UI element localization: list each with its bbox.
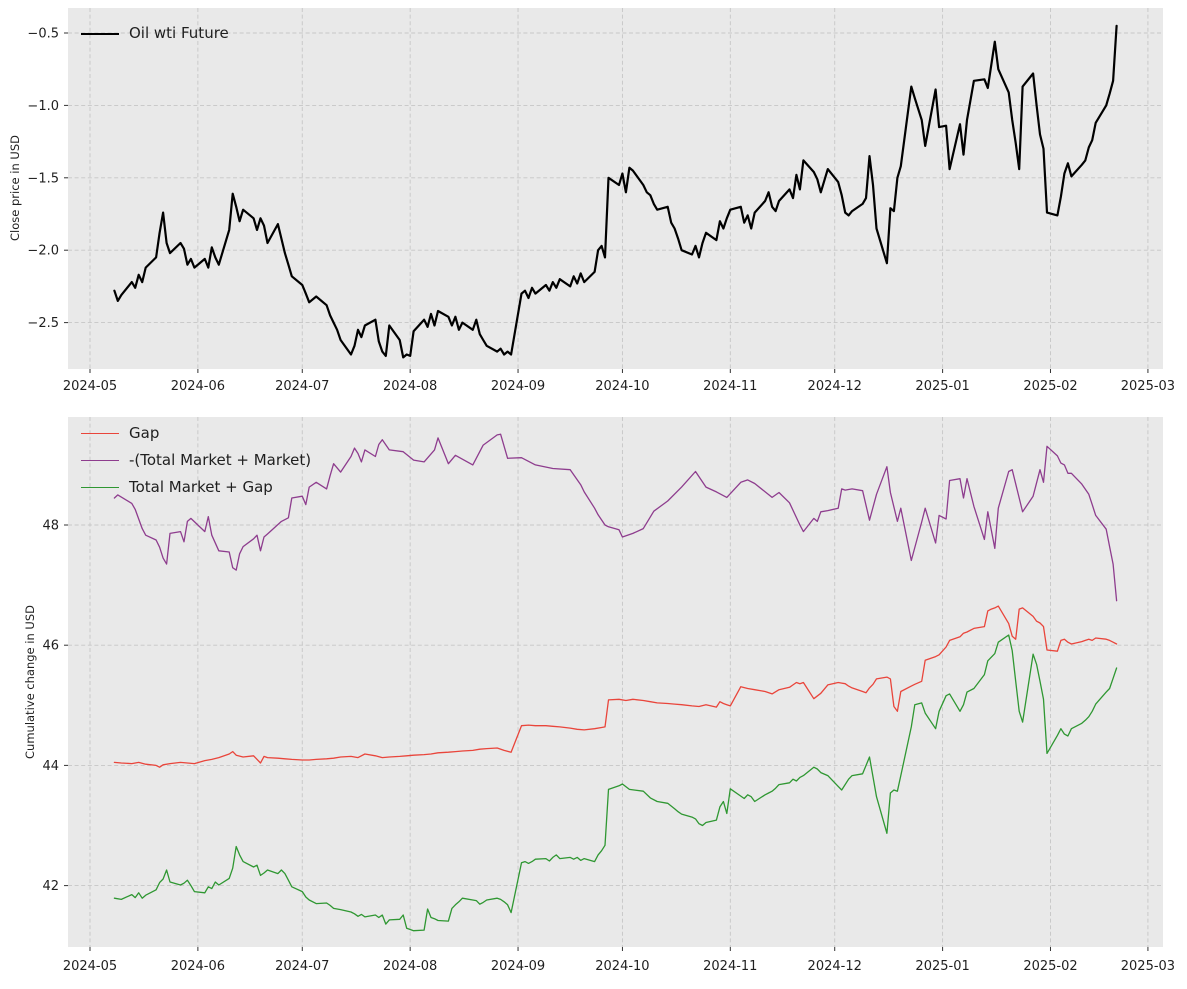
y-tick-label: −0.5 [27, 27, 59, 42]
x-tick-label: 2024-05 [63, 959, 117, 974]
legend-item-neg-total-market-plus-market: -(Total Market + Market) [81, 451, 311, 470]
x-tick-label: 2024-10 [595, 959, 649, 974]
plot-area [68, 8, 1163, 369]
x-tick-label: 2024-09 [491, 959, 545, 974]
x-tick-label: 2024-06 [171, 379, 225, 394]
x-tick-label: 2024-07 [275, 379, 329, 394]
total-market-market-line [113, 433, 1118, 602]
x-tick-label: 2024-12 [808, 959, 862, 974]
x-tick-label: 2024-12 [808, 379, 862, 394]
legend-label: Gap [129, 424, 160, 442]
gap-line [113, 605, 1118, 768]
legend-label: Total Market + Gap [129, 478, 273, 496]
legend-label: Oil wti Future [129, 24, 229, 42]
x-tick-label: 2025-01 [915, 959, 969, 974]
oil-wti-future-line [113, 24, 1118, 359]
y-tick-label: 48 [42, 519, 59, 534]
legend-item-oil-wti-future: Oil wti Future [81, 24, 229, 43]
legend-item-gap: Gap [81, 424, 311, 443]
x-tick-label: 2024-08 [383, 379, 437, 394]
bottom-chart-legend: Gap -(Total Market + Market) Total Marke… [81, 424, 311, 497]
x-tick-label: 2025-03 [1121, 379, 1175, 394]
x-tick-label: 2025-01 [915, 379, 969, 394]
top-chart-legend: Oil wti Future [81, 24, 229, 43]
bottom-y-axis-label: Cumulative change in USD [23, 605, 37, 759]
top-y-axis-label: Close price in USD [8, 135, 22, 241]
total-market-gap-line [113, 634, 1118, 932]
x-tick-label: 2024-10 [595, 379, 649, 394]
y-tick-label: 42 [42, 879, 59, 894]
x-tick-label: 2025-02 [1023, 959, 1077, 974]
x-tick-label: 2024-06 [171, 959, 225, 974]
line-swatch-icon [81, 32, 119, 35]
y-tick-label: 46 [42, 639, 59, 654]
plot-area [68, 417, 1163, 947]
y-tick-label: −2.5 [27, 316, 59, 331]
x-tick-label: 2024-11 [703, 959, 757, 974]
line-swatch-icon [81, 487, 119, 488]
y-tick-label: 44 [42, 759, 59, 774]
x-tick-label: 2025-02 [1023, 379, 1077, 394]
x-tick-label: 2024-07 [275, 959, 329, 974]
y-tick-label: −2.0 [27, 244, 59, 259]
y-tick-label: −1.5 [27, 171, 59, 186]
x-tick-label: 2024-08 [383, 959, 437, 974]
legend-item-total-market-plus-gap: Total Market + Gap [81, 478, 311, 497]
legend-label: -(Total Market + Market) [129, 451, 312, 469]
x-tick-label: 2025-03 [1121, 959, 1175, 974]
x-tick-label: 2024-09 [491, 379, 545, 394]
line-swatch-icon [81, 460, 119, 461]
x-tick-label: 2024-11 [703, 379, 757, 394]
y-tick-label: −1.0 [27, 99, 59, 114]
line-swatch-icon [81, 433, 119, 434]
x-tick-label: 2024-05 [63, 379, 117, 394]
